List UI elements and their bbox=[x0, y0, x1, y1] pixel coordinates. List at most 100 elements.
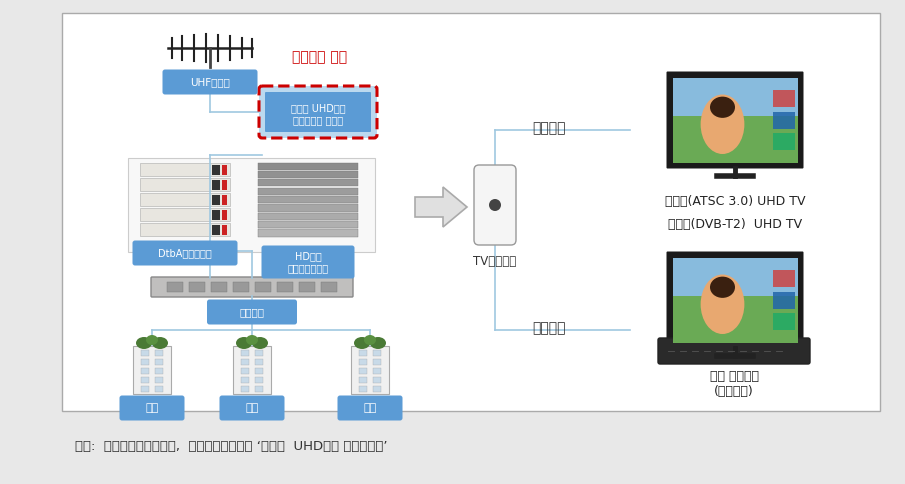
Bar bbox=[373, 377, 381, 383]
Bar bbox=[773, 270, 795, 287]
Bar bbox=[258, 171, 358, 178]
Ellipse shape bbox=[700, 274, 745, 334]
Bar bbox=[672, 257, 797, 296]
Ellipse shape bbox=[152, 337, 168, 349]
Bar bbox=[773, 313, 795, 330]
Text: 신규설치 필요: 신규설치 필요 bbox=[292, 50, 348, 64]
FancyBboxPatch shape bbox=[666, 72, 804, 168]
Bar bbox=[133, 346, 171, 394]
Bar bbox=[155, 377, 163, 383]
Text: UHF안테나: UHF안테나 bbox=[190, 77, 230, 87]
Bar bbox=[211, 282, 227, 292]
Text: 각동: 각동 bbox=[146, 403, 158, 413]
Bar bbox=[222, 210, 227, 220]
Text: 각동: 각동 bbox=[364, 403, 376, 413]
Bar bbox=[212, 180, 220, 190]
Bar bbox=[233, 282, 249, 292]
FancyBboxPatch shape bbox=[151, 277, 353, 297]
FancyBboxPatch shape bbox=[62, 13, 880, 411]
FancyBboxPatch shape bbox=[119, 395, 185, 421]
Bar bbox=[241, 377, 249, 383]
Text: 미국식(ATSC 3.0) UHD TV: 미국식(ATSC 3.0) UHD TV bbox=[665, 195, 805, 208]
Bar bbox=[321, 282, 337, 292]
Ellipse shape bbox=[146, 335, 158, 345]
Bar bbox=[258, 221, 358, 228]
Circle shape bbox=[489, 199, 501, 211]
Bar bbox=[141, 359, 149, 365]
Bar bbox=[155, 368, 163, 374]
Bar bbox=[255, 368, 263, 374]
Bar bbox=[773, 111, 795, 128]
FancyBboxPatch shape bbox=[474, 165, 516, 245]
Bar bbox=[212, 210, 220, 220]
Bar bbox=[359, 377, 367, 383]
Text: HD방송
시그널프로세서: HD방송 시그널프로세서 bbox=[288, 251, 329, 273]
Text: 주파수대역 조정기: 주파수대역 조정기 bbox=[293, 115, 343, 125]
Bar bbox=[299, 282, 315, 292]
Bar bbox=[773, 90, 795, 107]
Bar bbox=[672, 77, 797, 116]
Ellipse shape bbox=[710, 97, 735, 118]
Bar bbox=[255, 386, 263, 392]
Bar bbox=[212, 195, 220, 205]
Bar bbox=[141, 377, 149, 383]
Bar bbox=[140, 208, 230, 221]
FancyBboxPatch shape bbox=[259, 86, 377, 138]
Bar bbox=[141, 386, 149, 392]
Bar bbox=[359, 386, 367, 392]
Bar bbox=[359, 359, 367, 365]
FancyArrow shape bbox=[415, 187, 467, 227]
Bar bbox=[241, 350, 249, 356]
Text: 지상파 UHD방송: 지상파 UHD방송 bbox=[291, 103, 346, 113]
Ellipse shape bbox=[136, 337, 152, 349]
FancyBboxPatch shape bbox=[207, 300, 297, 324]
Bar bbox=[140, 223, 230, 236]
Bar bbox=[189, 282, 205, 292]
Bar bbox=[255, 359, 263, 365]
Bar bbox=[222, 225, 227, 235]
Bar bbox=[258, 212, 358, 220]
Bar bbox=[672, 77, 797, 163]
Bar bbox=[222, 180, 227, 190]
Bar bbox=[258, 163, 358, 170]
Text: 각동: 각동 bbox=[245, 403, 259, 413]
Ellipse shape bbox=[252, 337, 268, 349]
Text: 수신가능: 수신가능 bbox=[532, 321, 566, 335]
Bar bbox=[258, 196, 358, 203]
Bar bbox=[359, 368, 367, 374]
Bar bbox=[373, 386, 381, 392]
Bar bbox=[255, 282, 271, 292]
Bar bbox=[141, 368, 149, 374]
Bar bbox=[140, 178, 230, 191]
FancyBboxPatch shape bbox=[666, 252, 804, 348]
Bar bbox=[258, 179, 358, 186]
Bar bbox=[140, 193, 230, 206]
Text: 유럽식(DVB-T2)  UHD TV: 유럽식(DVB-T2) UHD TV bbox=[668, 218, 802, 231]
Bar bbox=[241, 386, 249, 392]
Bar bbox=[155, 359, 163, 365]
Bar bbox=[672, 257, 797, 343]
Bar bbox=[212, 225, 220, 235]
FancyBboxPatch shape bbox=[262, 245, 355, 278]
Bar bbox=[241, 368, 249, 374]
Bar bbox=[222, 165, 227, 175]
Bar bbox=[155, 350, 163, 356]
Text: 자료:  과학기술정보통신부,  한국전파진흥협회 ‘지상파  UHD방송 수신가이드’: 자료: 과학기술정보통신부, 한국전파진흥협회 ‘지상파 UHD방송 수신가이드… bbox=[75, 440, 387, 453]
Ellipse shape bbox=[370, 337, 386, 349]
Bar bbox=[258, 204, 358, 212]
Bar bbox=[155, 386, 163, 392]
Bar bbox=[359, 350, 367, 356]
Ellipse shape bbox=[710, 277, 735, 298]
Ellipse shape bbox=[700, 94, 745, 154]
Bar bbox=[222, 195, 227, 205]
Bar bbox=[141, 350, 149, 356]
FancyBboxPatch shape bbox=[658, 338, 810, 364]
FancyBboxPatch shape bbox=[132, 241, 237, 266]
Bar bbox=[255, 377, 263, 383]
Bar bbox=[255, 350, 263, 356]
Ellipse shape bbox=[354, 337, 370, 349]
FancyBboxPatch shape bbox=[163, 70, 258, 94]
Bar bbox=[241, 359, 249, 365]
Bar bbox=[258, 229, 358, 237]
FancyBboxPatch shape bbox=[265, 92, 371, 132]
